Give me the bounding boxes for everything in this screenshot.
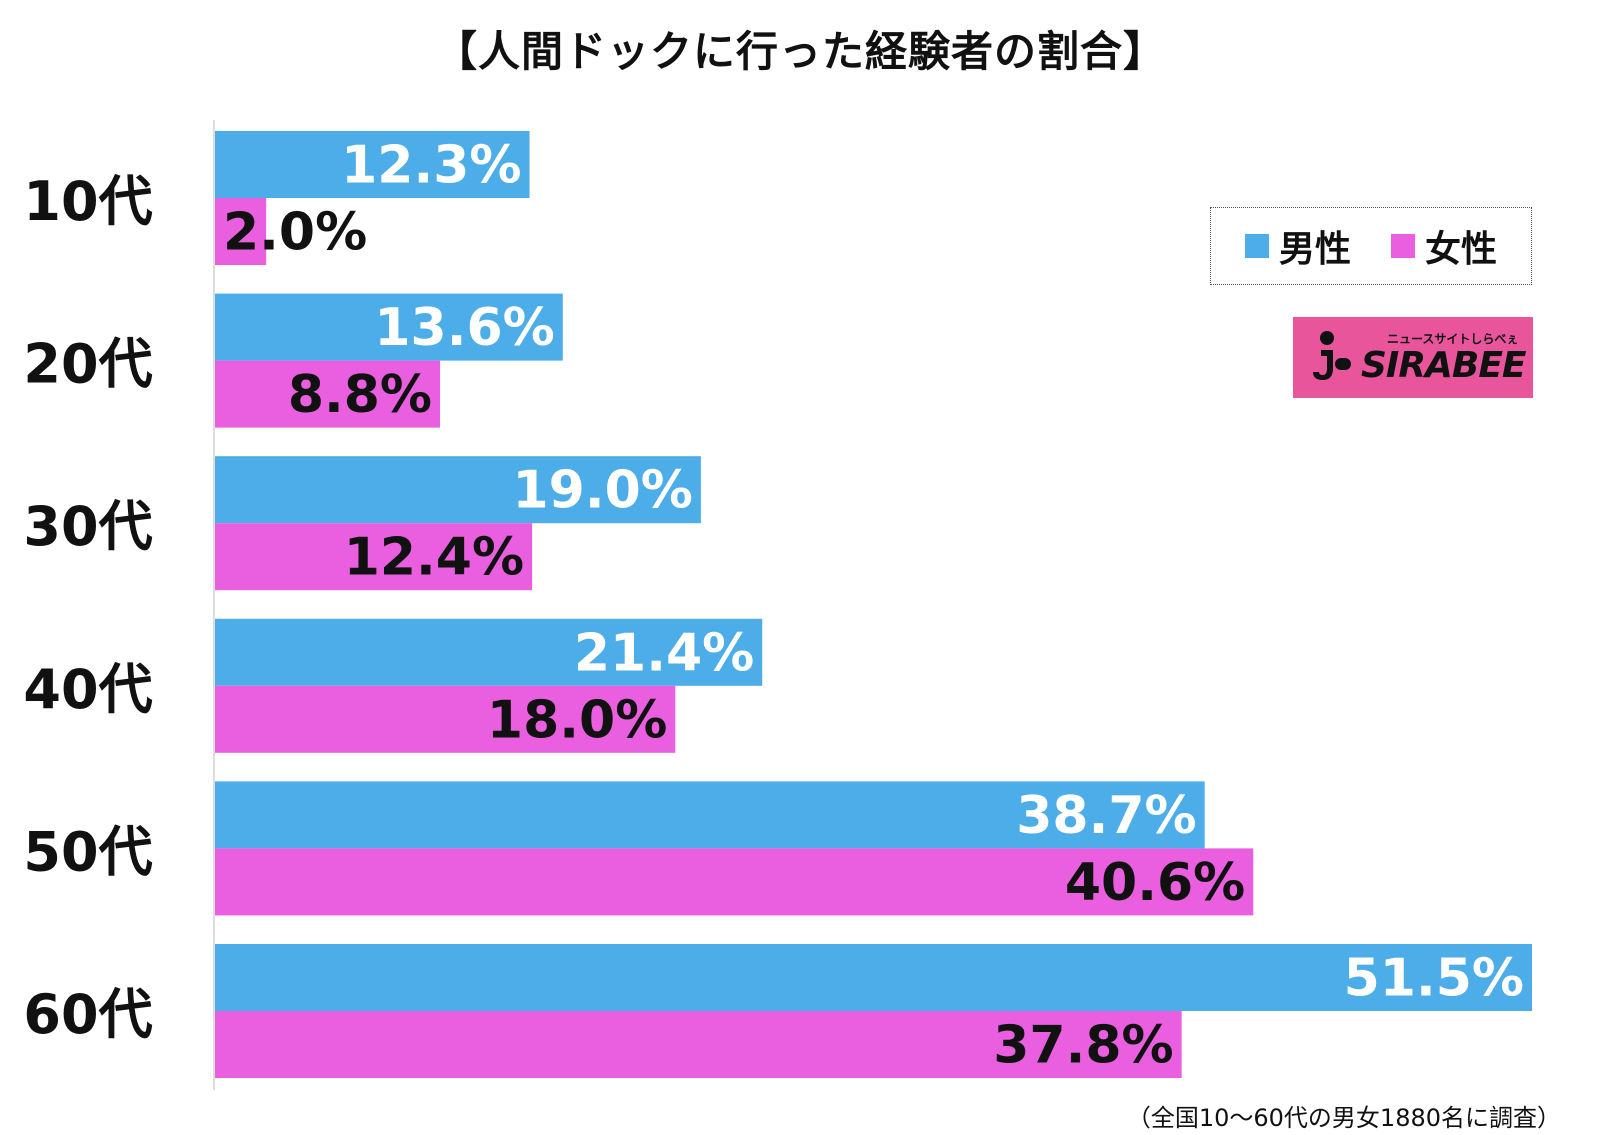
sirabee-mark-icon: [1313, 330, 1351, 380]
bar-female: [215, 360, 441, 428]
legend-swatch-female: [1391, 234, 1415, 258]
data-label: 21.4%: [574, 623, 754, 683]
data-label: 12.4%: [344, 528, 524, 588]
bar-male: [215, 944, 1532, 1011]
legend: 男性 女性: [1210, 207, 1532, 285]
data-label: 51.5%: [1344, 949, 1524, 1009]
bar-male: [215, 131, 530, 198]
sirabee-logo: ニュースサイトしらべぇ SIRABEE: [1293, 317, 1533, 398]
survey-footnote: （全国10～60代の男女1880名に調査）: [1126, 1104, 1561, 1132]
logo-subtitle: ニュースサイトしらべぇ: [1387, 332, 1519, 346]
legend-label-female: 女性: [1425, 229, 1498, 270]
data-label: 12.3%: [341, 136, 521, 196]
data-label: 19.0%: [512, 461, 692, 521]
category-label: 30代: [23, 495, 152, 558]
bar-male: [215, 293, 563, 361]
bar-female: [215, 198, 267, 265]
data-label: 38.7%: [1016, 786, 1196, 846]
legend-label-male: 男性: [1278, 229, 1351, 270]
logo-wordmark: SIRABEE: [1361, 345, 1527, 386]
chart-title: 【人間ドックに行った経験者の割合】: [434, 27, 1166, 76]
legend-item-female: 女性: [1391, 220, 1497, 272]
category-label: 20代: [23, 333, 152, 396]
category-label: 60代: [23, 983, 152, 1046]
data-label: 18.0%: [487, 690, 667, 750]
bar-male: [215, 618, 763, 686]
category-label: 50代: [23, 820, 152, 883]
bar-male: [215, 781, 1205, 849]
legend-swatch-male: [1244, 234, 1269, 258]
bar-female: [215, 1011, 1182, 1078]
data-label: 37.8%: [993, 1016, 1173, 1076]
category-label: 40代: [23, 658, 152, 721]
data-label: 40.6%: [1065, 853, 1245, 913]
legend-item-male: 男性: [1244, 220, 1351, 272]
data-label: 2.0%: [223, 203, 367, 263]
data-label: 13.6%: [374, 298, 554, 358]
bar-male: [215, 456, 701, 524]
data-label: 8.8%: [288, 365, 432, 425]
category-label: 10代: [23, 170, 152, 233]
bar-female: [215, 523, 533, 591]
bar-female: [215, 685, 676, 753]
bar-female: [215, 848, 1254, 916]
